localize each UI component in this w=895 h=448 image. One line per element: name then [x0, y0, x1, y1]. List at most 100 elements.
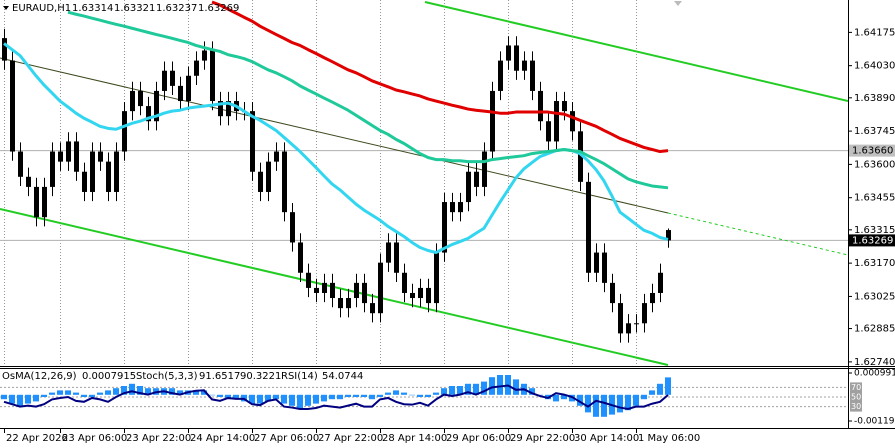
osma-bar: [345, 394, 351, 397]
osma-bar: [593, 394, 599, 417]
candle-body: [458, 202, 463, 213]
osma-bar: [9, 394, 15, 404]
indicator-value: 0.0007915: [82, 371, 136, 382]
x-tick-label: 1 May 06:00: [638, 433, 700, 444]
labels: EURAUD,H1 1.63314 1.63321 1.63237 1.6326…: [2, 3, 895, 444]
x-tick-label: 27 Apr 22:00: [318, 433, 383, 444]
plot: [2, 0, 671, 343]
candle-body: [138, 90, 143, 107]
candle-body: [482, 151, 487, 187]
osma-bar: [553, 394, 559, 402]
x-tick-label: 23 Apr 06:00: [62, 433, 127, 444]
candle-body: [394, 242, 399, 273]
grid: [0, 0, 848, 366]
candle-body: [426, 287, 431, 304]
y-tick-label: 1.62885: [854, 324, 895, 335]
candle-body: [626, 323, 631, 334]
candle-body: [2, 38, 7, 61]
osma-bar: [169, 388, 175, 395]
level-label-box: [850, 392, 862, 402]
price-label-box: [849, 234, 895, 247]
candle-body: [466, 171, 471, 203]
level-label-box: [850, 401, 862, 412]
candle-body: [10, 60, 15, 152]
osma-bar: [633, 394, 639, 406]
osma-bar: [393, 390, 399, 395]
candle-body: [58, 151, 63, 162]
osma-bar: [457, 386, 463, 395]
y-tick-label: 1.64175: [854, 27, 895, 38]
osma-bar: [409, 394, 415, 396]
osma-bar: [57, 390, 63, 395]
osma-bar: [657, 383, 663, 395]
shift-marker: [674, 1, 682, 6]
osma-bar: [625, 394, 631, 411]
open: 1.63314: [72, 3, 113, 14]
candle-body: [122, 111, 127, 152]
osma-bar: [129, 383, 135, 395]
candle-body: [194, 60, 199, 76]
osma-bar: [585, 394, 591, 413]
candle-body: [162, 70, 167, 91]
osma-bar: [377, 394, 383, 397]
trend-line: [0, 57, 669, 214]
candle-body: [154, 90, 159, 122]
osma-bar: [385, 392, 391, 395]
candle-body: [106, 161, 111, 192]
candle-body: [146, 106, 151, 122]
y-tick-label: 1.63455: [854, 193, 895, 204]
osma-bar: [321, 394, 327, 402]
candle-body: [34, 186, 39, 218]
osma-bar: [337, 394, 343, 400]
osma-bar: [353, 394, 359, 397]
osma-bar: [425, 394, 431, 397]
osma-bar: [65, 390, 71, 395]
price-label: 1.63269: [852, 235, 893, 246]
candle-body: [330, 282, 335, 299]
candle-body: [290, 212, 295, 243]
osma-bar: [113, 388, 119, 395]
candle-body: [370, 303, 375, 314]
candle-body: [554, 101, 559, 142]
candle-body: [202, 50, 207, 61]
candle-body: [522, 60, 527, 71]
y-tick-label: 1.63600: [854, 159, 895, 170]
candle-body: [362, 282, 367, 304]
candle-body: [490, 90, 495, 152]
y-tick-label: 1.63025: [854, 291, 895, 302]
level-label: 50: [851, 393, 861, 402]
candle-body: [666, 230, 671, 241]
osma-bar: [577, 394, 583, 406]
osma-bar: [473, 383, 479, 395]
candle-body: [258, 171, 263, 192]
candle-body: [602, 252, 607, 283]
candle-body: [346, 298, 351, 309]
y-tick-label: -0.001191: [854, 417, 895, 427]
candle-body: [170, 70, 175, 86]
candle-body: [442, 202, 447, 253]
candle-body: [26, 176, 31, 187]
osma-bar: [249, 394, 255, 404]
osma-bar: [73, 392, 79, 395]
osma-bar: [529, 388, 535, 395]
x-tick-label: 23 Apr 22:00: [126, 433, 191, 444]
candle-body: [226, 101, 231, 117]
level-label-box: [850, 382, 862, 393]
osma-bar: [105, 390, 111, 395]
indicator-value: 91.6517: [199, 371, 240, 382]
y-tick-label: 1.63890: [854, 93, 895, 104]
indicator-value: 90.3221: [240, 371, 281, 382]
y-tick-label: 1.62740: [854, 357, 895, 368]
level-label: 70: [851, 383, 861, 392]
x-tick-label: 29 Apr 06:00: [446, 433, 511, 444]
level-label: 30: [851, 402, 861, 411]
y-tick-label: 1.63745: [854, 126, 895, 137]
osma-bar: [137, 386, 143, 395]
candle-body: [610, 282, 615, 304]
osma-bar: [1, 394, 7, 400]
candle-body: [130, 90, 135, 112]
candle-body: [186, 75, 191, 102]
symbol: EURAUD,H1: [12, 3, 71, 14]
osma-bar: [33, 394, 39, 402]
candle-body: [634, 323, 639, 325]
